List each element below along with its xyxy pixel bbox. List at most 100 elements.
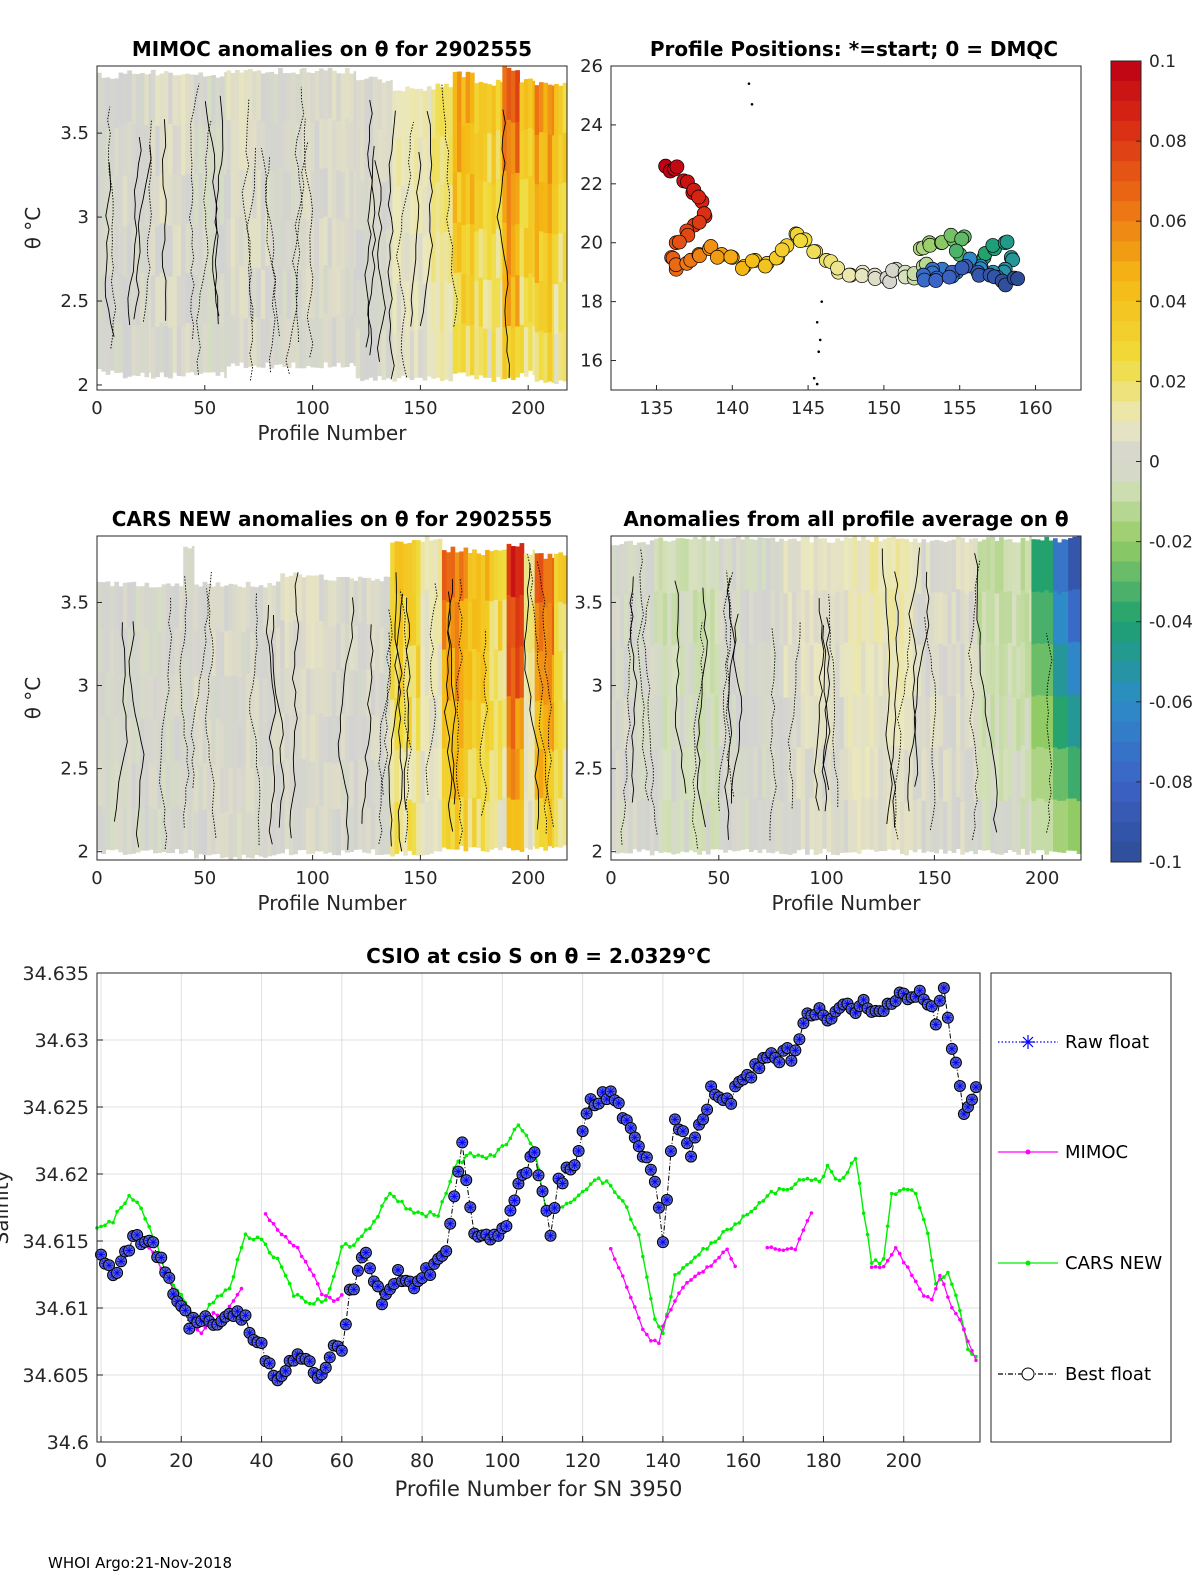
heat-cell — [349, 169, 354, 219]
contour-line — [620, 591, 634, 845]
heat-cell — [502, 118, 508, 171]
heat-cell — [835, 538, 840, 592]
heat-cell — [498, 700, 503, 751]
heat-cell — [282, 219, 288, 270]
raw-float-marker — [337, 1346, 346, 1355]
heat-cell — [895, 797, 901, 850]
heat-cell — [1007, 746, 1013, 799]
heat-cell — [437, 694, 443, 748]
contour-line — [133, 144, 152, 320]
raw-float-marker — [133, 1231, 142, 1239]
heat-cell — [761, 537, 767, 591]
heat-cell — [191, 647, 195, 699]
cars-new-point — [468, 1151, 473, 1155]
cars-new-point — [348, 1245, 352, 1249]
avg_anom-band — [1068, 536, 1082, 854]
cars-new-point — [829, 1169, 834, 1174]
heat-cell — [547, 183, 553, 234]
heat-cell — [422, 138, 428, 188]
colorbar-tick-label: 0 — [1149, 453, 1160, 473]
heat-cell — [1072, 589, 1078, 642]
heat-cell — [891, 536, 896, 590]
heat-cell — [237, 677, 242, 724]
heat-cell — [340, 220, 346, 270]
heat-cell — [667, 696, 672, 750]
positions-frame — [610, 65, 1082, 391]
heat-cell — [547, 84, 553, 135]
mimoc-point — [669, 1307, 673, 1312]
heat-cell — [288, 575, 294, 623]
heat-cell — [299, 69, 303, 120]
heat-cell — [282, 122, 288, 172]
heat-cell — [615, 801, 621, 854]
heat-cell — [234, 168, 240, 219]
heat-cell — [336, 169, 342, 219]
heat-cell — [679, 590, 685, 643]
legend-label: Best float — [1065, 1364, 1151, 1385]
heat-cell — [135, 719, 141, 764]
cars-new-point — [785, 1187, 790, 1192]
heat-cell — [269, 71, 275, 122]
position-marker — [671, 234, 687, 250]
heat-cell — [839, 592, 845, 646]
raw-float-marker — [703, 1105, 712, 1114]
heat-cell — [388, 576, 391, 624]
heat-cell — [174, 804, 180, 850]
heat-cell — [140, 674, 145, 719]
heat-cell — [256, 169, 262, 220]
heat-cell — [301, 804, 307, 851]
raw-float-marker — [241, 1311, 250, 1320]
heat-cell — [688, 746, 694, 799]
heat-cell — [912, 538, 918, 592]
heat-cell — [254, 765, 260, 811]
heat-cell — [295, 318, 301, 369]
heat-cell — [1024, 540, 1030, 594]
heat-cell — [319, 118, 324, 169]
raw-float-marker — [406, 1277, 415, 1286]
heat-cell — [500, 131, 503, 182]
heat-cell — [219, 812, 225, 859]
heat-cell — [178, 586, 184, 632]
heat-cell — [202, 718, 208, 765]
heat-cell — [658, 800, 664, 854]
heat-cell — [181, 74, 186, 125]
heat-cell — [144, 124, 150, 176]
colorbar-tick-label: 0.08 — [1149, 132, 1187, 152]
heat-cell — [547, 232, 553, 283]
heat-cell — [219, 174, 225, 225]
heat-cell — [615, 750, 621, 803]
heat-cell — [562, 331, 568, 382]
heat-cell — [938, 592, 944, 644]
heat-cell — [938, 694, 944, 747]
heat-cell — [467, 749, 473, 799]
heat-cell — [394, 801, 400, 855]
colorbar-segment — [1111, 141, 1141, 162]
heat-cell — [523, 178, 529, 229]
heat-cell — [800, 588, 806, 642]
heat-cell — [327, 806, 333, 853]
heat-cell — [843, 694, 849, 748]
heat-cell — [543, 232, 548, 283]
heat-cell — [159, 272, 165, 323]
raw-float-marker — [494, 1231, 503, 1240]
heat-cell — [459, 747, 464, 797]
heat-cell — [904, 749, 909, 803]
heat-cell — [753, 694, 759, 747]
heat-cell — [340, 73, 346, 123]
heat-cell — [377, 128, 382, 179]
avg_anom-band — [1031, 536, 1054, 855]
heat-cell — [206, 322, 212, 373]
heat-cell — [243, 169, 249, 220]
heat-cell — [109, 273, 115, 323]
heat-cell — [155, 276, 160, 327]
heat-cell — [224, 72, 227, 124]
heat-cell — [615, 647, 621, 700]
mimoc-point — [958, 1317, 962, 1322]
heat-cell — [649, 802, 655, 856]
heat-cell — [211, 675, 216, 721]
contour-line — [374, 160, 386, 362]
heat-cell — [506, 67, 512, 120]
panel-title: Profile Positions: *=start; 0 = DMQC — [650, 37, 1058, 61]
heat-cell — [986, 589, 991, 642]
heat-cell — [127, 672, 132, 719]
